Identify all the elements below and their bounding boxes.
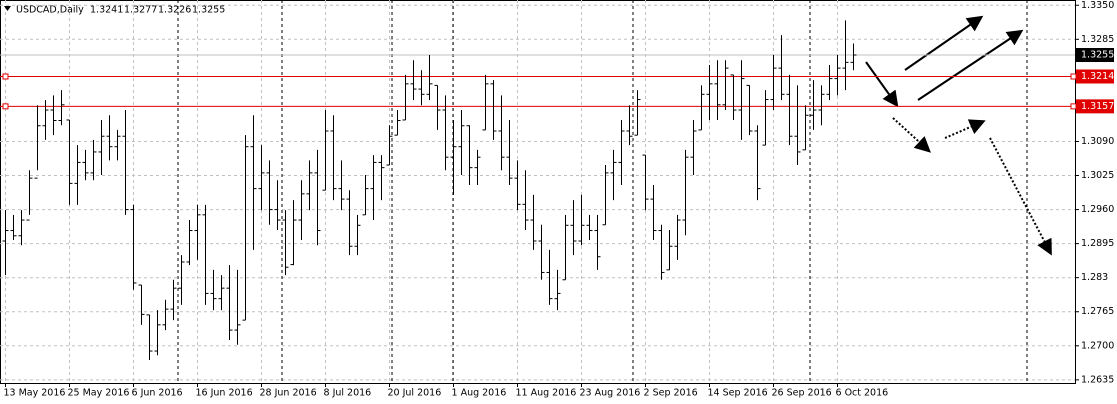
arrow	[989, 137, 1052, 256]
level-handle	[1070, 103, 1077, 110]
x-tick-label: 20 Jul 2016	[388, 388, 442, 399]
arrow	[865, 61, 899, 108]
trend-arrows	[865, 15, 1052, 256]
y-tick-label: 1.283	[1081, 272, 1108, 283]
level-label: 1.3157	[1081, 101, 1114, 112]
y-tick-label: 1.3090	[1081, 136, 1114, 147]
title-high: 1.3277	[124, 5, 157, 16]
y-tick-label: 1.2635	[1081, 374, 1114, 385]
level-label: 1.3214	[1081, 71, 1114, 82]
x-tick-label: 6 Jun 2016	[132, 388, 183, 399]
level-badge	[1076, 69, 1114, 84]
x-tick-label: 26 Sep 2016	[772, 388, 832, 399]
title-open: 1.3241	[90, 5, 123, 16]
x-tick-label: 14 Sep 2016	[708, 388, 768, 399]
x-tick-label: 11 Aug 2016	[516, 388, 577, 399]
level-badge	[1076, 99, 1114, 114]
x-tick-label: 2 Sep 2016	[644, 388, 698, 399]
chart-title: USDCAD,Daily	[16, 5, 84, 16]
x-tick-label: 8 Jul 2016	[324, 388, 372, 399]
title-low: 1.3226	[158, 5, 191, 16]
level-handle	[1070, 73, 1077, 80]
x-tick-label: 1 Aug 2016	[452, 388, 507, 399]
arrow	[917, 29, 1024, 101]
price-badge	[1076, 48, 1114, 63]
y-tick-label: 1.2765	[1081, 306, 1114, 317]
y-tick-label: 1.2700	[1081, 340, 1114, 351]
y-tick-label: 1.2895	[1081, 238, 1114, 249]
x-tick-label: 23 Aug 2016	[580, 388, 641, 399]
y-tick-label: 1.3025	[1081, 170, 1114, 181]
y-tick-label: 1.3350	[1081, 0, 1114, 11]
arrow	[904, 15, 984, 71]
title-icon	[4, 6, 11, 11]
x-tick-label: 6 Oct 2016	[836, 388, 889, 399]
x-tick-label: 28 Jun 2016	[260, 388, 317, 399]
separators	[177, 0, 1028, 383]
arrow	[944, 119, 986, 139]
x-tick-label: 25 May 2016	[68, 388, 130, 399]
x-tick-label: 16 Jun 2016	[196, 388, 253, 399]
price-label: 1.3255	[1081, 50, 1114, 61]
level-handle	[2, 103, 9, 110]
y-tick-label: 1.2960	[1081, 204, 1114, 215]
plot-frame	[0, 0, 1076, 384]
level-handle	[2, 73, 9, 80]
title-close: 1.3255	[192, 5, 225, 16]
x-tick-label: 13 May 2016	[4, 388, 66, 399]
grid	[0, 0, 1075, 383]
y-tick-label: 1.3285	[1081, 34, 1114, 45]
